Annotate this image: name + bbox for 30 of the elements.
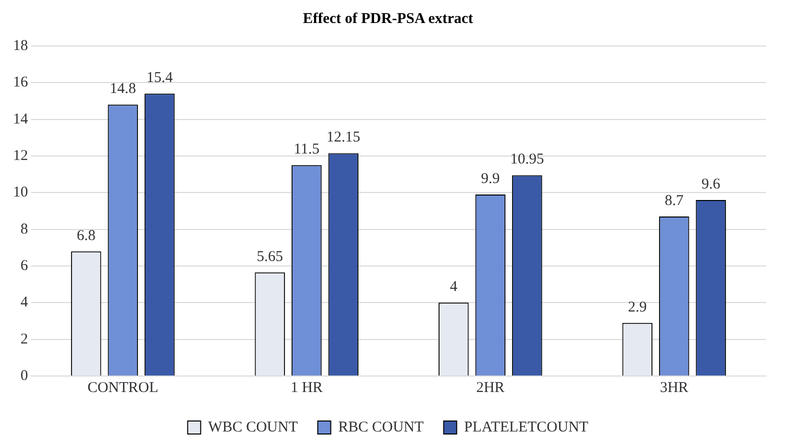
y-tick-label: 12 xyxy=(13,148,28,164)
x-tick-label: 3HR xyxy=(660,380,688,396)
data-label: 9.6 xyxy=(702,176,721,192)
y-tick-label: 0 xyxy=(20,368,28,384)
y-tick-label: 14 xyxy=(13,111,28,128)
legend-label: RBC COUNT xyxy=(338,419,424,436)
data-label: 15.4 xyxy=(146,70,174,86)
data-label: 5.65 xyxy=(256,248,283,265)
y-tick-label: 2 xyxy=(20,331,28,348)
y-tick-label: 8 xyxy=(20,221,28,238)
data-label: 8.7 xyxy=(664,192,684,209)
data-label: 2.9 xyxy=(628,299,647,316)
data-label: 9.9 xyxy=(481,170,500,187)
legend-label: WBC COUNT xyxy=(208,419,298,436)
y-tick-label: 6 xyxy=(20,258,28,274)
legend-label: PLATELETCOUNT xyxy=(464,419,588,436)
data-label: 14.8 xyxy=(110,81,136,98)
x-tick-label: 2HR xyxy=(476,380,505,396)
x-tick-label: CONTROL xyxy=(87,380,158,396)
data-label: 11.5 xyxy=(294,142,320,158)
data-label: 12.15 xyxy=(326,130,360,146)
y-tick-label: 16 xyxy=(13,74,28,91)
y-tick-label: 10 xyxy=(13,184,28,201)
data-label: 10.95 xyxy=(510,152,544,168)
data-label: 6.8 xyxy=(76,228,96,244)
data-label: 4 xyxy=(450,279,458,296)
y-tick-label: 4 xyxy=(20,294,28,311)
y-tick-label: 18 xyxy=(13,38,28,54)
x-tick-label: 1 HR xyxy=(290,380,323,396)
chart-title: Effect of PDR-PSA extract xyxy=(302,10,474,27)
